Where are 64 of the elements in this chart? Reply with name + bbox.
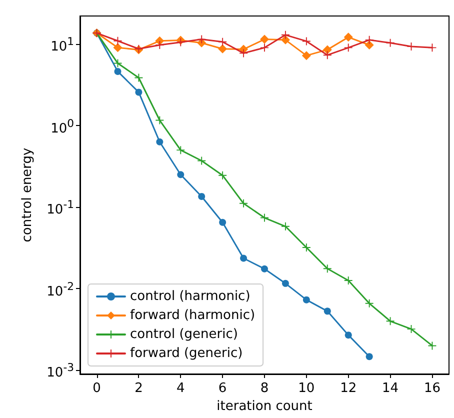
point: [218, 38, 227, 46]
point: [281, 222, 290, 230]
point: [240, 49, 248, 58]
point: [323, 264, 332, 273]
point: [324, 308, 331, 315]
point: [364, 40, 374, 50]
legend-label: control (generic): [130, 327, 238, 342]
point: [240, 254, 248, 262]
point: [344, 276, 352, 284]
y-tick-label: 10$^{-2}$: [46, 280, 74, 299]
point: [156, 41, 164, 50]
point: [156, 138, 164, 146]
x-tick-label: 6: [218, 381, 227, 396]
point: [177, 171, 184, 178]
point: [261, 265, 268, 272]
y-tick-label: 10$^{1}$: [50, 34, 74, 54]
point: [260, 44, 268, 52]
x-tick-label: 12: [340, 381, 357, 396]
legend-label: forward (harmonic): [130, 308, 256, 323]
point: [280, 35, 290, 44]
point: [428, 342, 436, 350]
point: [323, 51, 332, 60]
point: [302, 51, 311, 60]
point: [198, 35, 206, 44]
point: [366, 353, 373, 360]
point: [218, 44, 228, 54]
x-tick-label: 4: [176, 381, 185, 396]
point: [344, 32, 353, 42]
point: [218, 171, 227, 180]
x-tick-label: 10: [298, 381, 315, 396]
point: [113, 43, 122, 52]
point: [365, 299, 374, 308]
point: [219, 218, 226, 226]
point: [240, 199, 248, 208]
point: [198, 192, 206, 200]
x-tick-label: 8: [260, 381, 269, 396]
x-tick-label: 0: [92, 381, 101, 396]
point: [428, 44, 436, 52]
point: [302, 37, 310, 46]
y-tick-label: 10$^{-3}$: [46, 361, 74, 381]
point: [344, 44, 352, 52]
legend-label: control (harmonic): [130, 289, 250, 304]
point: [260, 34, 269, 44]
point: [114, 68, 122, 75]
point: [302, 296, 310, 304]
point: [322, 45, 332, 54]
y-axis-title: control energy: [20, 147, 35, 242]
x-tick-label: 2: [134, 381, 143, 396]
x-tick-label: 16: [424, 381, 440, 396]
point: [135, 88, 142, 96]
point: [281, 30, 290, 39]
point: [176, 38, 185, 46]
legend-label: forward (generic): [130, 346, 243, 361]
point: [386, 38, 394, 47]
point: [176, 146, 185, 154]
x-tick-label: 14: [382, 381, 399, 396]
y-tick-label: 10$^{0}$: [50, 116, 74, 136]
point: [282, 280, 289, 287]
point: [344, 332, 352, 339]
point: [302, 243, 310, 252]
point: [365, 36, 374, 44]
x-axis-title: iteration count: [216, 399, 312, 414]
point: [386, 317, 394, 326]
y-tick-label: 10$^{-1}$: [46, 198, 74, 218]
